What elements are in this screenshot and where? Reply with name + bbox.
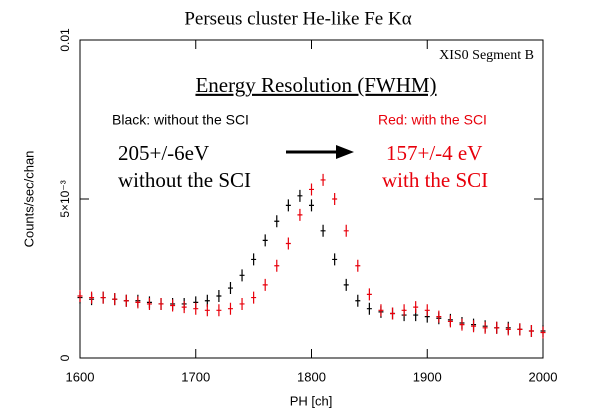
data-point <box>355 259 361 272</box>
data-point <box>309 199 314 212</box>
y-tick-label: 0.01 <box>58 28 72 52</box>
data-point <box>239 269 245 282</box>
x-tick-label: 1600 <box>66 369 95 384</box>
data-point <box>262 278 268 291</box>
data-point <box>528 324 534 337</box>
data-point <box>285 237 291 250</box>
data-point <box>100 291 106 304</box>
data-point <box>112 293 118 306</box>
data-point <box>135 296 141 309</box>
data-point <box>401 304 407 317</box>
data-point <box>181 301 187 314</box>
chart-title: Perseus cluster He-like Fe Kα <box>184 8 411 29</box>
data-point <box>146 297 152 310</box>
x-tick-label: 1800 <box>297 369 326 384</box>
red-text: with the SCI <box>382 168 488 192</box>
data-point <box>343 278 349 291</box>
data-point <box>332 253 338 266</box>
y-axis-label: Counts/sec/chan <box>21 151 36 248</box>
data-point <box>297 189 303 202</box>
data-point <box>459 318 465 331</box>
data-point <box>274 259 280 272</box>
data-point <box>494 321 500 334</box>
data-point <box>447 315 453 328</box>
data-point <box>355 294 361 307</box>
data-point <box>505 323 511 336</box>
y-tick-label: 0 <box>58 354 72 361</box>
data-point <box>390 307 396 320</box>
data-point <box>436 310 442 323</box>
data-point <box>239 297 245 310</box>
data-point <box>227 282 233 295</box>
data-point <box>170 299 176 312</box>
panel-label: XIS0 Segment B <box>439 48 534 63</box>
data-point <box>123 294 129 307</box>
legend-red: Red: with the SCI <box>378 112 487 128</box>
data-point <box>471 320 477 333</box>
data-point <box>216 304 222 317</box>
data-point <box>366 288 372 301</box>
data-point <box>262 234 268 247</box>
x-axis-label: PH [ch] <box>290 393 333 408</box>
data-point <box>285 199 291 212</box>
data-point <box>413 301 419 314</box>
red-value: 157+/-4 eV <box>386 141 482 165</box>
data-point <box>158 297 164 310</box>
x-tick-label: 1900 <box>413 369 442 384</box>
heading: Energy Resolution (FWHM) <box>195 73 436 97</box>
black-value: 205+/-6eV <box>118 141 209 165</box>
data-point <box>482 321 488 334</box>
x-tick-label: 2000 <box>529 369 558 384</box>
data-point <box>309 183 314 196</box>
data-point <box>366 302 372 315</box>
black-text: without the SCI <box>118 168 251 192</box>
data-point <box>320 173 326 186</box>
x-tick-label: 1700 <box>181 369 210 384</box>
data-point <box>193 302 199 315</box>
data-point <box>216 289 222 302</box>
data-point <box>378 304 384 317</box>
data-point <box>540 326 546 339</box>
data-point <box>89 291 95 304</box>
data-point <box>204 304 210 317</box>
data-point <box>343 224 349 237</box>
legend-black: Black: without the SCI <box>112 112 249 128</box>
arrow-head <box>336 145 354 159</box>
data-point <box>227 302 233 315</box>
data-point <box>297 208 303 221</box>
data-point <box>332 193 338 205</box>
data-point <box>251 253 257 266</box>
data-point <box>77 289 83 302</box>
data-point <box>274 215 280 228</box>
data-point <box>424 304 430 317</box>
data-point <box>320 224 326 237</box>
y-tick-label: 5×10⁻³ <box>58 180 72 217</box>
data-point <box>517 323 523 336</box>
data-point <box>251 291 257 304</box>
